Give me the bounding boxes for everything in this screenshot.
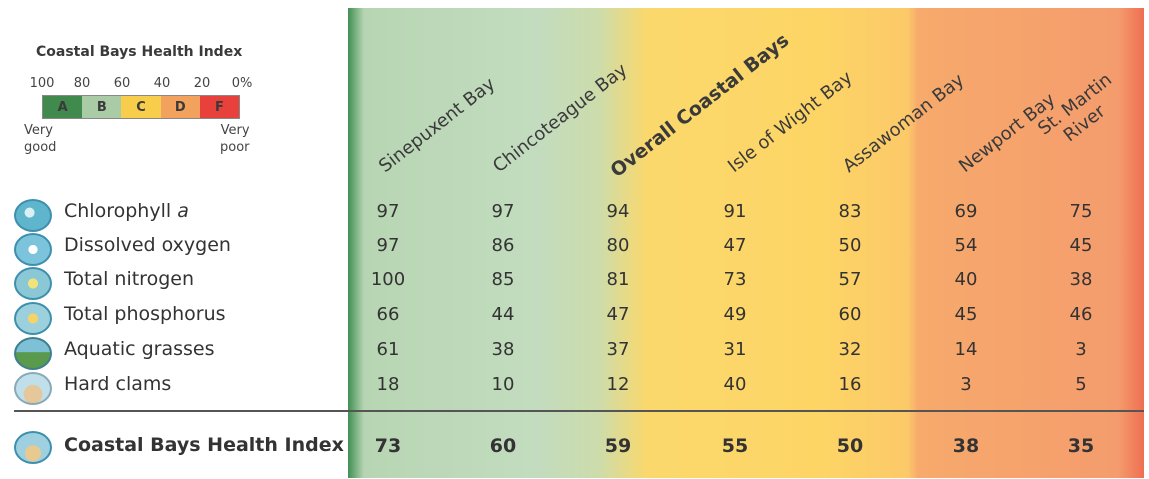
table-cell: 100 [370,269,406,290]
table-cell: 75 [1069,201,1093,222]
table-cell: 45 [954,304,978,325]
legend-tick: 0% [231,76,253,91]
total-separator [14,410,1144,412]
total-cell: 55 [721,435,749,457]
total-phosphorus-icon [14,302,52,335]
table-cell: 85 [491,269,515,290]
table-cell: 57 [838,269,862,290]
legend-very-poor: Very poor [220,123,250,155]
table-cell: 40 [954,269,978,290]
table-cell: 94 [606,201,630,222]
table-cell: 80 [606,235,630,256]
score-gradient-background [348,8,1144,478]
table-cell: 83 [838,201,862,222]
table-cell: 61 [376,339,400,360]
table-cell: 60 [838,304,862,325]
legend-title: Coastal Bays Health Index [36,44,243,60]
table-cell: 38 [491,339,515,360]
table-cell: 50 [838,235,862,256]
grade-b-segment: B [82,96,122,118]
table-cell: 32 [838,339,862,360]
table-cell: 31 [723,339,747,360]
table-cell: 47 [723,235,747,256]
table-cell: 49 [723,304,747,325]
legend-tick: 100 [29,76,55,91]
table-cell: 46 [1069,304,1093,325]
legend-tick: 40 [153,76,171,91]
table-cell: 14 [954,339,978,360]
legend-tick: 60 [113,76,131,91]
row-label: Aquatic grasses [64,338,215,360]
hard-clams-icon [14,372,52,405]
table-cell: 97 [376,235,400,256]
table-cell: 18 [376,374,400,395]
total-cell: 35 [1067,435,1095,457]
table-cell: 47 [606,304,630,325]
total-cell: 73 [374,435,402,457]
table-cell: 10 [491,374,515,395]
legend-tick: 80 [73,76,91,91]
legend-very-good: Very good [24,123,57,155]
chlorophyll-icon [14,199,52,232]
table-cell: 5 [1075,374,1087,395]
table-cell: 86 [491,235,515,256]
table-cell: 38 [1069,269,1093,290]
table-cell: 97 [491,201,515,222]
table-cell: 3 [960,374,972,395]
legend-tick: 20 [193,76,211,91]
row-label: Chlorophyll a [64,200,189,222]
legend-scale-ticks: 100 80 60 40 20 0% [28,76,260,92]
table-cell: 54 [954,235,978,256]
row-label: Total phosphorus [64,303,226,325]
row-label: Hard clams [64,373,172,395]
table-cell: 3 [1075,339,1087,360]
table-cell: 97 [376,201,400,222]
row-label-italic: a [177,200,189,222]
table-cell: 37 [606,339,630,360]
total-cell: 38 [952,435,980,457]
table-cell: 44 [491,304,515,325]
table-cell: 66 [376,304,400,325]
total-cell: 50 [836,435,864,457]
table-cell: 73 [723,269,747,290]
table-cell: 16 [838,374,862,395]
table-cell: 12 [606,374,630,395]
table-cell: 91 [723,201,747,222]
grade-f-segment: F [199,96,240,118]
total-row-label: Coastal Bays Health Index [64,434,344,456]
dissolved-oxygen-icon [14,233,52,266]
table-cell: 45 [1069,235,1093,256]
grade-d-segment: D [160,96,200,118]
table-cell: 40 [723,374,747,395]
total-cell: 59 [604,435,632,457]
table-cell: 69 [954,201,978,222]
health-index-icon [14,431,52,464]
grade-a-segment: A [43,96,83,118]
table-cell: 81 [606,269,630,290]
total-cell: 60 [489,435,517,457]
row-label: Dissolved oxygen [64,234,231,256]
total-nitrogen-icon [14,267,52,300]
grade-c-segment: C [121,96,161,118]
aquatic-grasses-icon [14,337,52,370]
row-label: Total nitrogen [64,268,194,290]
